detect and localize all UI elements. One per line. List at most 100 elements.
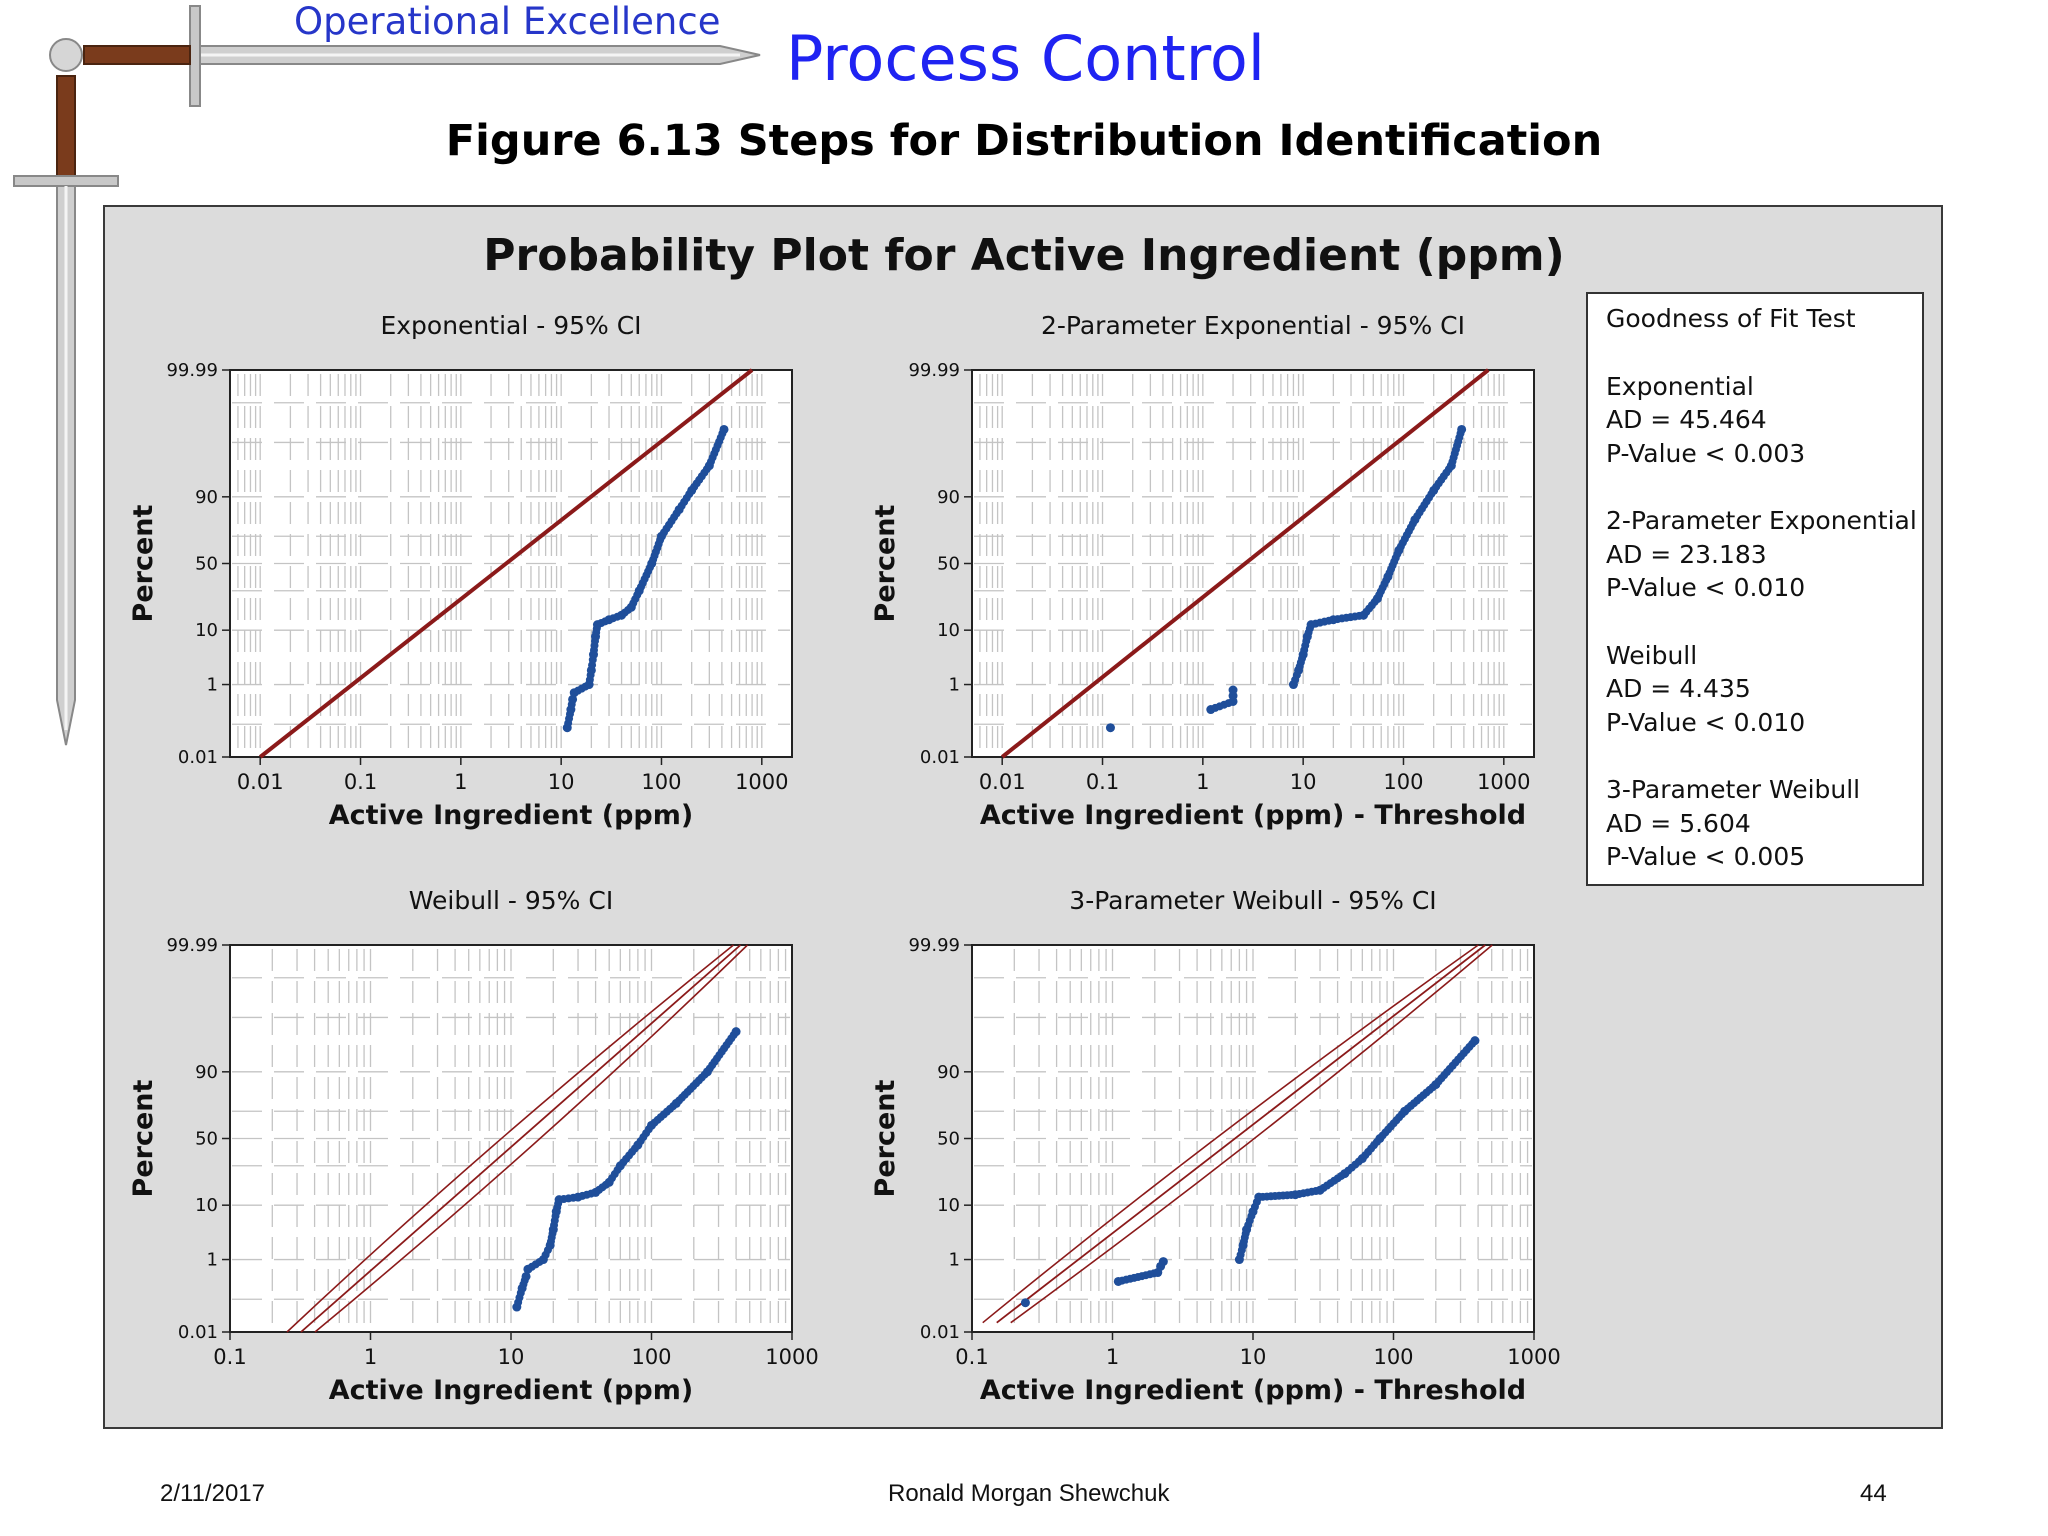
plot-title: 2-Parameter Exponential - 95% CI bbox=[1041, 311, 1465, 340]
ci-upper-line bbox=[982, 944, 1479, 1324]
y-tick-label: 0.01 bbox=[920, 1322, 960, 1343]
y-tick-label: 10 bbox=[195, 620, 218, 641]
sword-logo bbox=[13, 5, 761, 746]
y-tick-label: 90 bbox=[195, 487, 218, 508]
x-axis-label: Active Ingredient (ppm) bbox=[329, 1375, 694, 1406]
x-tick-label: 1000 bbox=[1477, 770, 1530, 794]
x-tick-label: 10 bbox=[498, 1345, 525, 1369]
x-tick-label: 10 bbox=[1290, 770, 1317, 794]
data-point bbox=[1158, 1257, 1168, 1267]
x-tick-label: 100 bbox=[631, 1345, 671, 1369]
plot-grid bbox=[232, 374, 790, 753]
figure-title: Figure 6.13 Steps for Distribution Ident… bbox=[445, 116, 1603, 166]
y-tick-label: 99.99 bbox=[908, 935, 960, 956]
y-tick-label: 0.01 bbox=[178, 1322, 218, 1343]
footer-author: Ronald Morgan Shewchuk bbox=[888, 1480, 1170, 1507]
y-tick-label: 50 bbox=[195, 1129, 218, 1150]
gof-test-name: Weibull bbox=[1606, 640, 1698, 670]
slide-title: Process Control bbox=[786, 22, 1266, 95]
data-point bbox=[521, 1271, 531, 1281]
data-point bbox=[1228, 685, 1238, 695]
data-point bbox=[1105, 723, 1115, 733]
x-tick-label: 100 bbox=[641, 770, 681, 794]
x-tick-label: 1 bbox=[364, 1345, 377, 1369]
x-tick-label: 0.01 bbox=[237, 770, 284, 794]
data-points bbox=[512, 1027, 741, 1312]
y-tick-label: 50 bbox=[195, 554, 218, 575]
plot-title: 3-Parameter Weibull - 95% CI bbox=[1069, 886, 1436, 915]
y-axis-label: Percent bbox=[870, 1079, 901, 1197]
x-tick-label: 1 bbox=[1196, 770, 1209, 794]
x-axis-label: Active Ingredient (ppm) - Threshold bbox=[980, 800, 1526, 831]
y-tick-label: 0.01 bbox=[178, 747, 218, 768]
y-axis-label: Percent bbox=[128, 1079, 159, 1197]
gof-heading: Goodness of Fit Test bbox=[1606, 304, 1856, 333]
y-tick-label: 90 bbox=[937, 1062, 960, 1083]
ci-lower-line bbox=[314, 944, 749, 1333]
footer-page: 44 bbox=[1860, 1480, 1887, 1507]
gof-test-pvalue: P-Value < 0.003 bbox=[1606, 438, 1806, 468]
y-tick-label: 1 bbox=[207, 675, 218, 696]
gof-test-name: Exponential bbox=[1606, 371, 1754, 401]
x-tick-label: 0.1 bbox=[344, 770, 377, 794]
x-tick-label: 1 bbox=[454, 770, 467, 794]
data-point bbox=[731, 1027, 741, 1037]
probability-plot: 99.99 90 50 10 1 0.010.1 1 10 100 1000 3-Parameter… bbox=[870, 886, 1561, 1406]
gof-test-pvalue: P-Value < 0.010 bbox=[1606, 573, 1806, 602]
y-tick-label: 50 bbox=[937, 1129, 960, 1150]
y-tick-label: 1 bbox=[949, 675, 960, 696]
x-tick-label: 1000 bbox=[735, 770, 788, 794]
x-tick-label: 100 bbox=[1383, 770, 1423, 794]
y-tick-label: 10 bbox=[937, 1195, 960, 1216]
fit-line bbox=[1000, 368, 1490, 759]
x-tick-label: 10 bbox=[548, 770, 575, 794]
ci-upper-line bbox=[286, 944, 735, 1333]
y-tick-label: 10 bbox=[937, 620, 960, 641]
fit-line bbox=[258, 368, 754, 759]
x-tick-label: 0.1 bbox=[213, 1345, 246, 1369]
gof-test-name: 2-Parameter Exponential bbox=[1606, 506, 1917, 535]
gof-test-pvalue: P-Value < 0.005 bbox=[1606, 842, 1806, 871]
data-points bbox=[1020, 1036, 1480, 1308]
x-tick-label: 100 bbox=[1373, 1345, 1413, 1369]
probability-plot: 99.99 90 50 10 1 0.01 0.01 0.1 1 10 100 1000 2-Param… bbox=[870, 311, 1535, 831]
gof-test-name: 3-Parameter Weibull bbox=[1606, 775, 1861, 804]
footer-date: 2/11/2017 bbox=[160, 1480, 265, 1507]
plot-grid bbox=[974, 374, 1532, 753]
x-tick-label: 1000 bbox=[1507, 1345, 1560, 1369]
data-point bbox=[1020, 1298, 1030, 1308]
fit-line bbox=[300, 944, 742, 1333]
x-axis-label: Active Ingredient (ppm) bbox=[329, 800, 694, 831]
y-tick-label: 1 bbox=[949, 1250, 960, 1271]
data-point bbox=[1457, 424, 1467, 434]
ci-band bbox=[286, 944, 749, 1333]
ci-lower-line bbox=[1010, 944, 1493, 1324]
data-points bbox=[562, 424, 729, 733]
y-tick-label: 99.99 bbox=[166, 935, 218, 956]
x-axis-label: Active Ingredient (ppm) - Threshold bbox=[980, 1375, 1526, 1406]
gof-test-ad: AD = 45.464 bbox=[1606, 405, 1767, 434]
data-point bbox=[719, 424, 729, 434]
x-tick-label: 0.1 bbox=[955, 1345, 988, 1369]
y-tick-label: 50 bbox=[937, 554, 960, 575]
fit-line bbox=[996, 944, 1486, 1324]
ci-band bbox=[982, 944, 1493, 1324]
x-tick-label: 1000 bbox=[765, 1345, 818, 1369]
plot-title: Exponential - 95% CI bbox=[380, 311, 641, 340]
chart-title: Probability Plot for Active Ingredient (… bbox=[483, 230, 1564, 281]
probability-plot: 99.99 90 50 10 1 0.010.1 1 10 100 1000 Weibull - 9… bbox=[128, 886, 819, 1406]
gof-test-pvalue: P-Value < 0.010 bbox=[1606, 707, 1806, 737]
y-tick-label: 90 bbox=[937, 487, 960, 508]
data-points bbox=[1105, 424, 1467, 733]
goodness-of-fit-box: Goodness of Fit Test Exponential AD = 45… bbox=[1586, 292, 1924, 886]
gof-test-ad: AD = 23.183 bbox=[1606, 539, 1767, 569]
probability-plot: 99.99 90 50 10 1 0.01 0.01 0.1 1 10 100 1000 Exponen… bbox=[128, 311, 793, 831]
y-tick-label: 99.99 bbox=[908, 360, 960, 381]
plot-grid bbox=[232, 949, 790, 1328]
plot-grid bbox=[974, 949, 1532, 1328]
x-tick-label: 10 bbox=[1240, 1345, 1267, 1369]
x-tick-label: 0.1 bbox=[1086, 770, 1119, 794]
data-point bbox=[1470, 1036, 1480, 1046]
x-tick-label: 1 bbox=[1106, 1345, 1119, 1369]
